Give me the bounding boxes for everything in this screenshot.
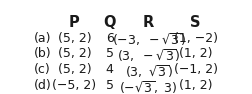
Text: $(-3,\ -\sqrt{3})$: $(-3,\ -\sqrt{3})$ — [112, 32, 186, 48]
Text: 4: 4 — [106, 63, 114, 76]
Text: (−5, 2): (−5, 2) — [52, 79, 97, 92]
Text: (a): (a) — [34, 32, 51, 45]
Text: (c): (c) — [34, 63, 50, 76]
Text: S: S — [190, 15, 201, 30]
Text: (d): (d) — [34, 79, 51, 92]
Text: $(3,\ \sqrt{3})$: $(3,\ \sqrt{3})$ — [124, 63, 173, 80]
Text: (5, 2): (5, 2) — [58, 47, 91, 60]
Text: 5: 5 — [106, 79, 114, 92]
Text: (1, −2): (1, −2) — [174, 32, 217, 45]
Text: (1, 2): (1, 2) — [179, 47, 212, 60]
Text: (−1, 2): (−1, 2) — [174, 63, 217, 76]
Text: Q: Q — [103, 15, 116, 30]
Text: $(3,\ -\sqrt{3})$: $(3,\ -\sqrt{3})$ — [117, 47, 180, 64]
Text: $(-\sqrt{3},\ 3)$: $(-\sqrt{3},\ 3)$ — [119, 79, 178, 94]
Text: (5, 2): (5, 2) — [58, 63, 91, 76]
Text: P: P — [69, 15, 80, 30]
Text: R: R — [143, 15, 154, 30]
Text: (b): (b) — [34, 47, 51, 60]
Text: (1, 2): (1, 2) — [179, 79, 212, 92]
Text: 5: 5 — [106, 47, 114, 60]
Text: 6: 6 — [106, 32, 114, 45]
Text: (5, 2): (5, 2) — [58, 32, 91, 45]
